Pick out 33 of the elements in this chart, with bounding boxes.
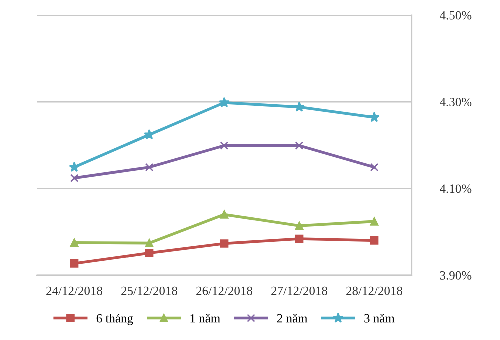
point [70,238,79,248]
x-tick-label: 24/12/2018 [46,286,102,296]
x-tick-label: 25/12/2018 [122,286,178,296]
point [370,217,379,226]
point [295,222,304,230]
legend-label: 3 năm [364,314,395,323]
point [219,97,230,108]
point [369,112,380,122]
legend-label: 1 năm [190,314,220,323]
point [70,174,79,182]
point [69,162,80,172]
point [145,249,154,258]
y-tick-label: 4.30% [440,98,472,107]
x-tick-label: 27/12/2018 [272,286,328,296]
point [294,102,305,112]
point [144,129,155,140]
point [220,240,229,248]
y-tick-label: 3.90% [440,271,472,280]
x-tick-label: 28/12/2018 [346,286,402,296]
point [370,236,379,245]
point [370,163,379,172]
point [220,210,229,219]
point [295,234,304,244]
legend-label: 2 năm [277,314,308,323]
point [295,142,304,150]
y-tick-label: 4.50% [440,11,472,20]
y-tick-label: 4.10% [440,184,472,194]
point [145,163,154,172]
x-tick-label: 26/12/2018 [196,286,252,296]
point [70,260,79,268]
point [220,142,229,150]
point [145,239,154,248]
legend-label: 6 tháng [96,314,134,326]
